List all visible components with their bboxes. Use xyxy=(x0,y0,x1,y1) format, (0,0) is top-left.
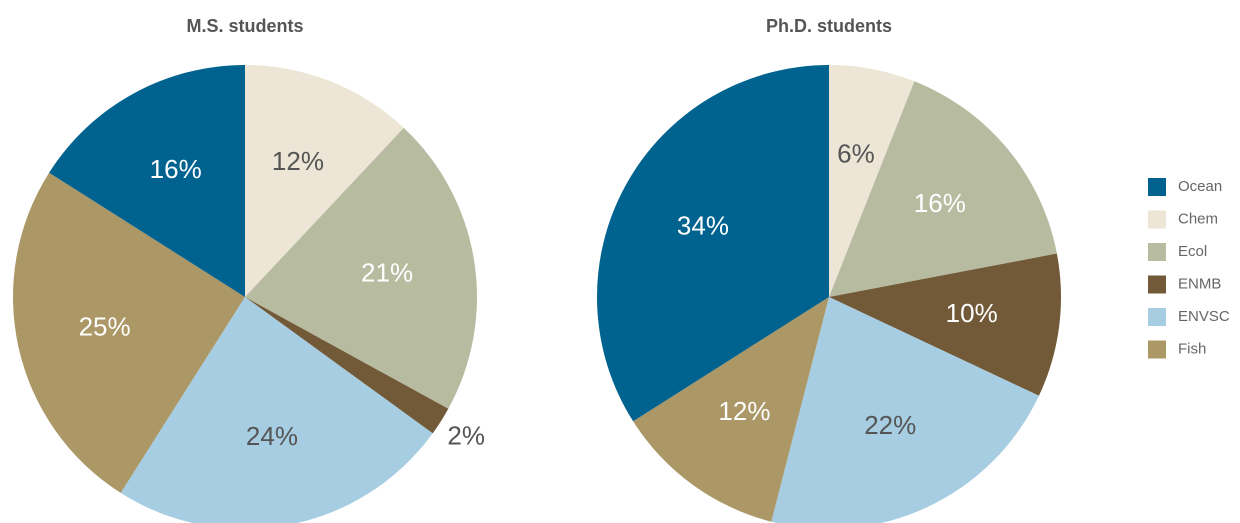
legend-swatch xyxy=(1148,340,1166,359)
pie-slice xyxy=(245,65,404,297)
legend-label: ENMB xyxy=(1178,275,1221,292)
slice-label: 2% xyxy=(447,420,485,450)
slice-label: 16% xyxy=(150,154,202,184)
slice-label: 24% xyxy=(246,421,298,451)
pie-slice xyxy=(12,172,245,493)
slice-label: 10% xyxy=(946,298,998,328)
pie-slice xyxy=(597,64,829,422)
legend-label: Ocean xyxy=(1178,178,1222,195)
pie-slice xyxy=(633,297,829,522)
legend-swatch xyxy=(1148,243,1166,261)
legend-label: Fish xyxy=(1178,340,1206,357)
slice-label: 12% xyxy=(272,146,324,176)
chart-title: Ph.D. students xyxy=(766,16,892,36)
pie-slice xyxy=(829,81,1057,297)
legend-swatch xyxy=(1148,308,1166,326)
pie-slice xyxy=(245,127,477,409)
pie-slice xyxy=(245,297,449,434)
slice-label: 25% xyxy=(79,311,131,341)
pie-slice xyxy=(49,65,245,297)
slice-label: 21% xyxy=(361,257,413,287)
legend-label: Chem xyxy=(1178,210,1218,227)
legend-swatch xyxy=(1148,275,1166,294)
pie-slice xyxy=(829,253,1062,396)
legend-swatch xyxy=(1148,178,1166,196)
chart-title: M.S. students xyxy=(186,16,303,36)
slice-label: 6% xyxy=(837,139,875,169)
pie-slice xyxy=(771,297,1039,523)
slice-label: 16% xyxy=(914,188,966,218)
legend-label: Ecol xyxy=(1178,243,1207,260)
slice-label: 12% xyxy=(718,396,770,426)
slice-label: 34% xyxy=(677,211,729,241)
pie-slice xyxy=(829,65,915,297)
legend-swatch xyxy=(1148,210,1166,229)
slice-label: 22% xyxy=(864,410,916,440)
legend-label: ENVSC xyxy=(1178,308,1230,325)
pie-slice xyxy=(120,297,433,523)
